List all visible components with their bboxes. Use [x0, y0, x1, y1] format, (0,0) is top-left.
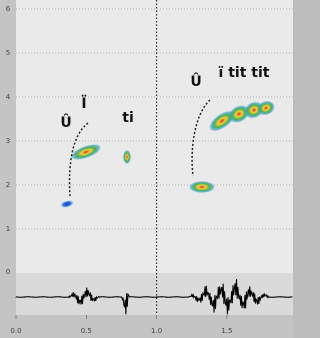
annotation: Û	[60, 113, 71, 131]
waveform-label: 0	[6, 268, 10, 276]
y-tick-label: 6	[6, 5, 11, 13]
y-tick-label: 1	[6, 225, 10, 233]
y-tick-label: 4	[6, 93, 11, 101]
page: {"chart_data": {"type": "spectrogram", "…	[0, 0, 320, 338]
blob	[189, 181, 215, 193]
annotation: Û	[190, 72, 201, 90]
blob	[123, 150, 131, 164]
x-tick-label: 1.0	[151, 327, 162, 335]
x-tick-label: 0.5	[81, 327, 92, 335]
y-tick-label: 5	[6, 49, 10, 57]
annotation: ti	[122, 110, 134, 126]
y-tick-label: 3	[6, 137, 10, 145]
x-tick-label: 1.5	[221, 327, 232, 335]
y-tick-label: 2	[6, 181, 10, 189]
annotation: Ï	[81, 95, 86, 112]
annotation: ï tit tit	[219, 65, 270, 81]
plot-area	[16, 0, 293, 273]
x-tick-label: 0.0	[10, 327, 21, 335]
